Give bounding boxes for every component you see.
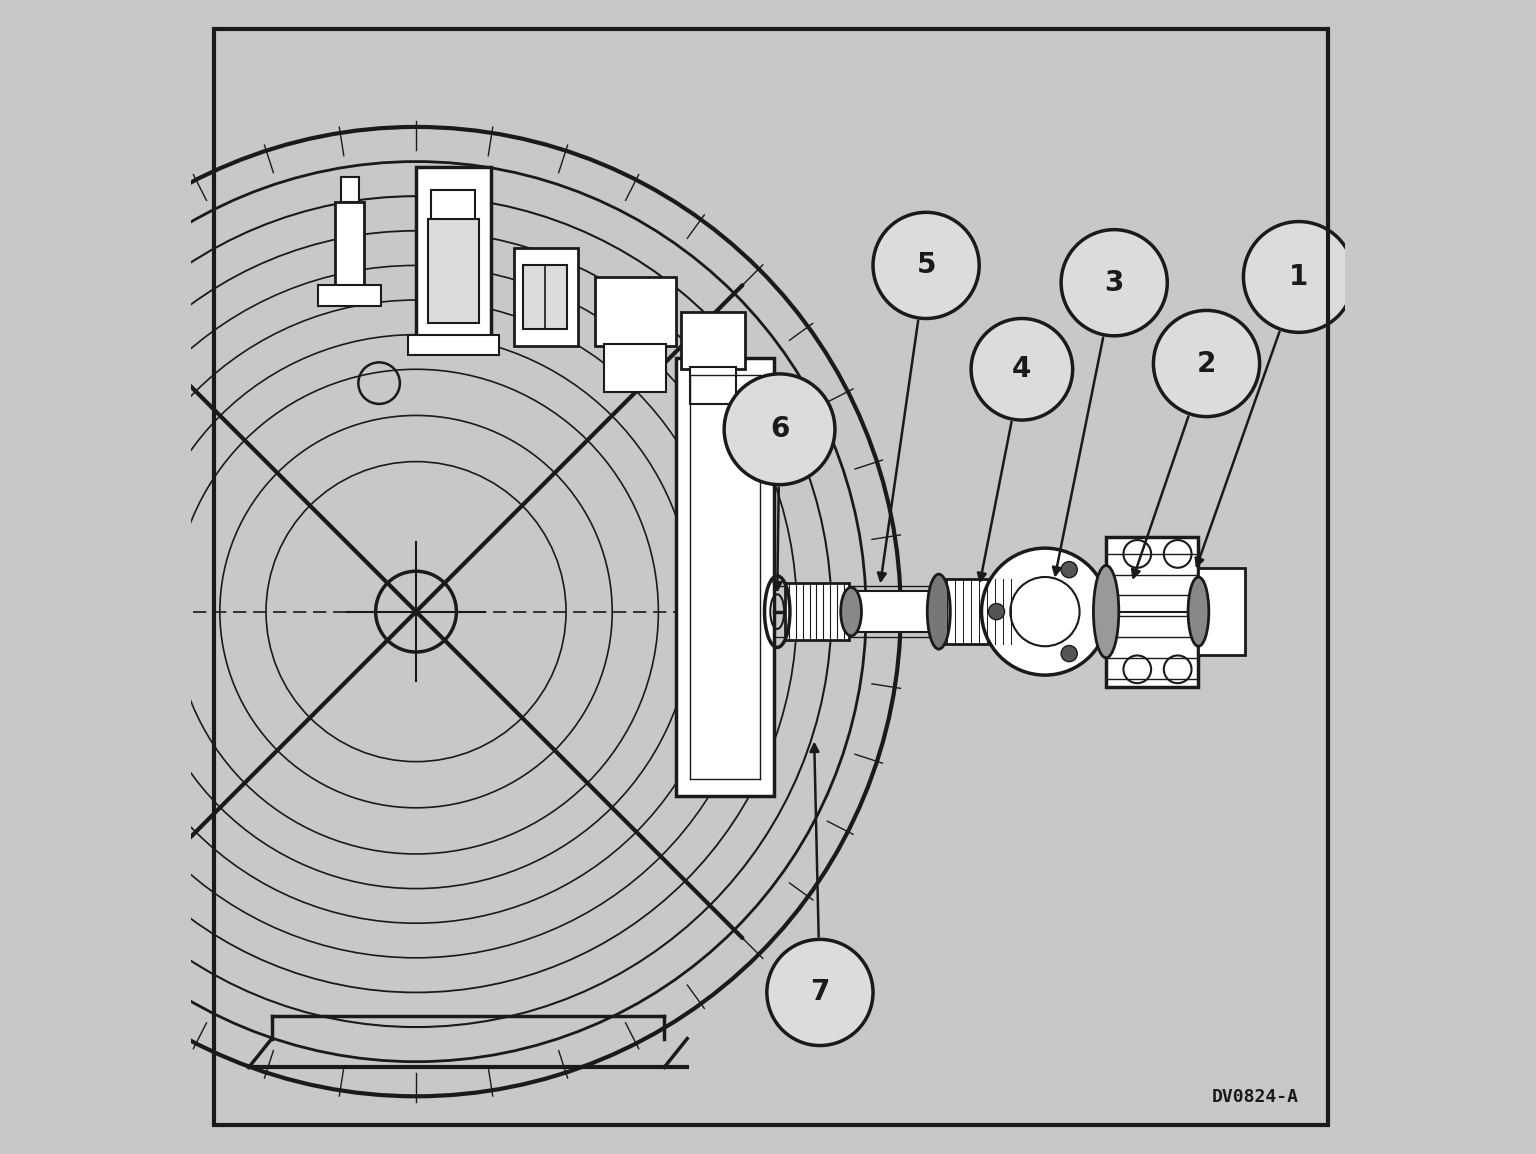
Bar: [942, 579, 1017, 644]
Circle shape: [971, 319, 1072, 420]
Bar: [682, 312, 745, 369]
Bar: [604, 344, 667, 392]
Text: 7: 7: [811, 979, 829, 1006]
Bar: [785, 583, 849, 640]
Bar: [432, 190, 475, 219]
Bar: [690, 367, 736, 404]
Text: DV0824-A: DV0824-A: [1212, 1087, 1299, 1106]
Ellipse shape: [1094, 565, 1118, 658]
Bar: [594, 277, 676, 346]
Text: 5: 5: [917, 252, 935, 279]
Bar: [416, 167, 492, 346]
Ellipse shape: [840, 587, 862, 636]
Bar: [676, 358, 774, 796]
Bar: [524, 265, 567, 329]
Circle shape: [1061, 230, 1167, 336]
Bar: [409, 335, 499, 355]
Circle shape: [988, 604, 1005, 620]
Text: 1: 1: [1289, 263, 1309, 291]
Circle shape: [1061, 562, 1077, 578]
Circle shape: [1244, 222, 1355, 332]
Bar: [1198, 568, 1244, 655]
Bar: [1106, 537, 1198, 687]
Text: 2: 2: [1197, 350, 1217, 377]
Ellipse shape: [1187, 577, 1209, 646]
Circle shape: [723, 374, 836, 485]
Bar: [318, 285, 381, 306]
Circle shape: [1154, 310, 1260, 417]
Text: 3: 3: [1104, 269, 1124, 297]
Ellipse shape: [928, 575, 951, 649]
Text: 6: 6: [770, 415, 790, 443]
Bar: [427, 219, 479, 323]
Bar: [515, 248, 578, 346]
Circle shape: [1061, 645, 1077, 661]
Bar: [335, 202, 364, 300]
Text: 4: 4: [1012, 355, 1032, 383]
Bar: [341, 177, 359, 202]
Circle shape: [872, 212, 978, 319]
Circle shape: [766, 939, 872, 1046]
Circle shape: [982, 548, 1109, 675]
Bar: [851, 591, 932, 632]
